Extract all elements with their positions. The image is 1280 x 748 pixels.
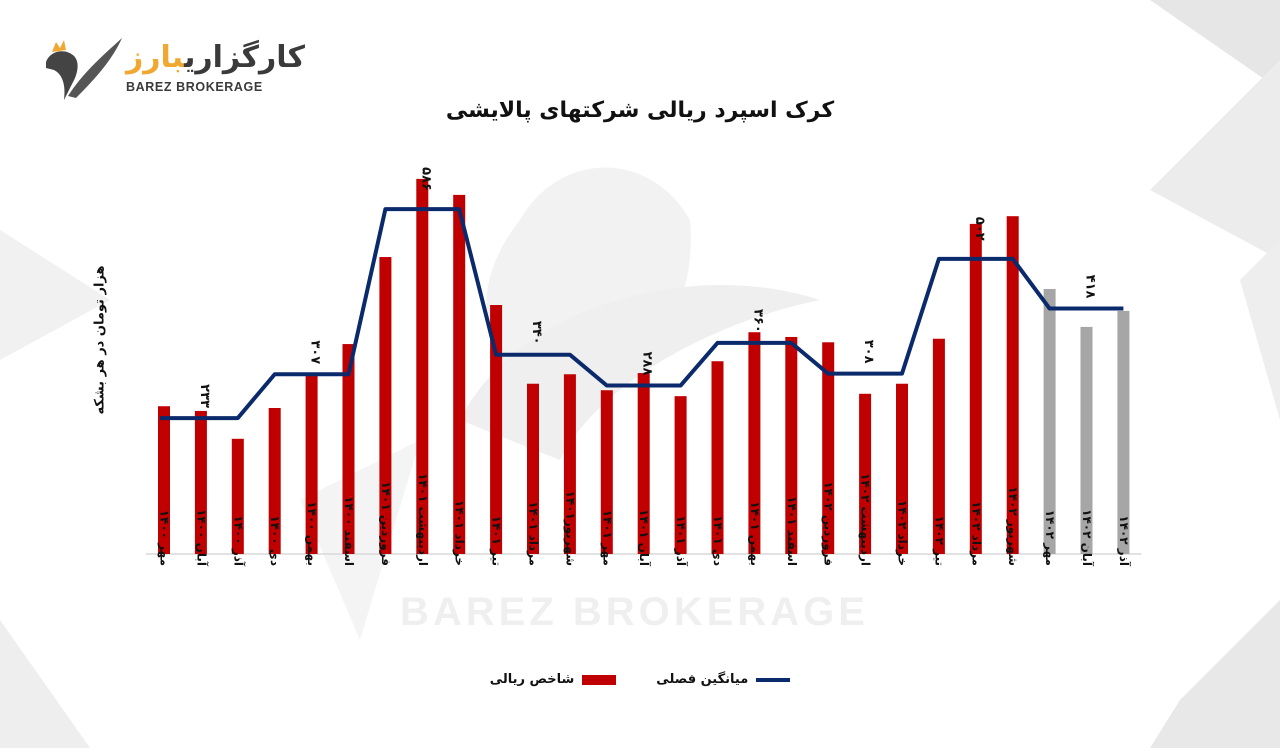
bar [1043, 289, 1056, 554]
x-tick-label: آبان ۱۴۰۲ [1080, 509, 1095, 567]
x-tick-label: فروردین ۱۴۰۱ [378, 481, 393, 566]
chart-title: کرک اسپرد ریالی شرکتهای پالایشی [445, 98, 835, 123]
data-label: ۲۸۸ [640, 352, 655, 376]
data-label: ۴۱۸ [1083, 275, 1098, 299]
legend-item-bar: شاخص ریالی [490, 672, 617, 687]
bar [342, 344, 355, 554]
x-tick-label: آذر ۱۴۰۰ [231, 515, 246, 567]
bar [674, 396, 687, 554]
bar [785, 336, 798, 554]
x-tick-label: شهریور ۱۴۰۲ [1005, 486, 1020, 566]
data-label: ۵۰۲ [972, 217, 987, 241]
x-tick-label: شهریور۱۴۰۱ [562, 491, 577, 566]
bar [600, 390, 613, 554]
x-tick-label: دی ۱۴۰۱ [711, 515, 725, 566]
data-label: ۳۰۸ [861, 340, 876, 364]
x-tick-label: تیر ۱۴۰۲ [932, 516, 946, 566]
bar [896, 383, 908, 554]
bar [158, 406, 170, 554]
data-label: ۵۸۶ [418, 167, 433, 191]
legend-bar-label: شاخص ریالی [489, 672, 575, 687]
x-tick-label: خرداد ۱۴۰۲ [896, 500, 910, 566]
bar-swatch-icon [582, 674, 617, 685]
x-tick-label: مهر ۱۴۰۰ [158, 510, 172, 566]
bar [453, 194, 466, 554]
bar [527, 383, 539, 554]
line-swatch-icon [756, 677, 791, 682]
bar [822, 342, 835, 554]
bar [932, 338, 945, 554]
x-tick-label: مرداد ۱۴۰۱ [527, 501, 541, 566]
bar [563, 374, 576, 554]
x-tick-label: آبان ۱۴۰۱ [637, 509, 652, 567]
x-tick-label: فروردین ۱۴۰۲ [821, 481, 836, 566]
eagle-icon [46, 38, 122, 100]
seasonal-average-line [160, 207, 1124, 421]
x-tick-label: اسفند ۱۴۰۰ [342, 496, 356, 566]
chart-legend: میانگین فصلی شاخص ریالی [0, 672, 1280, 687]
bar [305, 376, 318, 554]
bar [268, 408, 281, 554]
x-tick-label: مرداد ۱۴۰۲ [969, 501, 983, 566]
brand-name-en: BAREZ BROKERAGE [126, 80, 263, 94]
bar [969, 223, 982, 554]
legend-line-label: میانگین فصلی [656, 672, 749, 687]
bar [1006, 216, 1019, 554]
data-label: ۳۶۰ [750, 309, 765, 333]
x-tick-label: دی ۱۴۰۰ [268, 515, 282, 566]
data-label: ۲۳۳ [197, 384, 212, 408]
bar [194, 410, 207, 554]
x-tick-label: آبان ۱۴۰۰ [194, 509, 209, 567]
bar [231, 438, 244, 554]
legend-item-line: میانگین فصلی [656, 672, 791, 687]
bar [1117, 310, 1130, 554]
x-tick-label: اردیبهشت ۱۴۰۱ [416, 473, 430, 566]
data-label: ۳۴۰ [529, 321, 544, 345]
x-tick-label: مهر ۱۴۰۱ [600, 510, 614, 566]
x-tick-label: خرداد ۱۴۰۱ [453, 500, 467, 566]
x-tick-label: اردیبهشت ۱۴۰۲ [859, 473, 873, 566]
bar [1080, 326, 1093, 554]
x-tick-label: تیر ۱۴۰۱ [490, 516, 504, 566]
bar [416, 178, 429, 554]
x-tick-label: بهمن ۱۴۰۱ [748, 501, 762, 566]
brand-logo: کارگزاریبارز BAREZ BROKERAGE [42, 34, 305, 104]
bar [637, 373, 650, 554]
data-label: ۳۰۷ [308, 340, 323, 364]
x-tick-label: مهر ۱۴۰۲ [1043, 510, 1057, 566]
brand-name-fa: کارگزاریبارز [126, 40, 305, 75]
x-tick-label: بهمن ۱۴۰۰ [305, 501, 319, 566]
bar [859, 393, 872, 554]
watermark-text: BAREZ BROKERAGE [400, 590, 869, 634]
x-tick-label: اسفند ۱۴۰۱ [785, 496, 799, 566]
bar [711, 361, 724, 554]
bar [490, 304, 503, 554]
bar [748, 332, 761, 554]
x-tick-label: آذر ۱۴۰۱ [674, 515, 689, 567]
bar [379, 257, 392, 554]
x-tick-label: آذر ۱۴۰۲ [1117, 515, 1132, 567]
